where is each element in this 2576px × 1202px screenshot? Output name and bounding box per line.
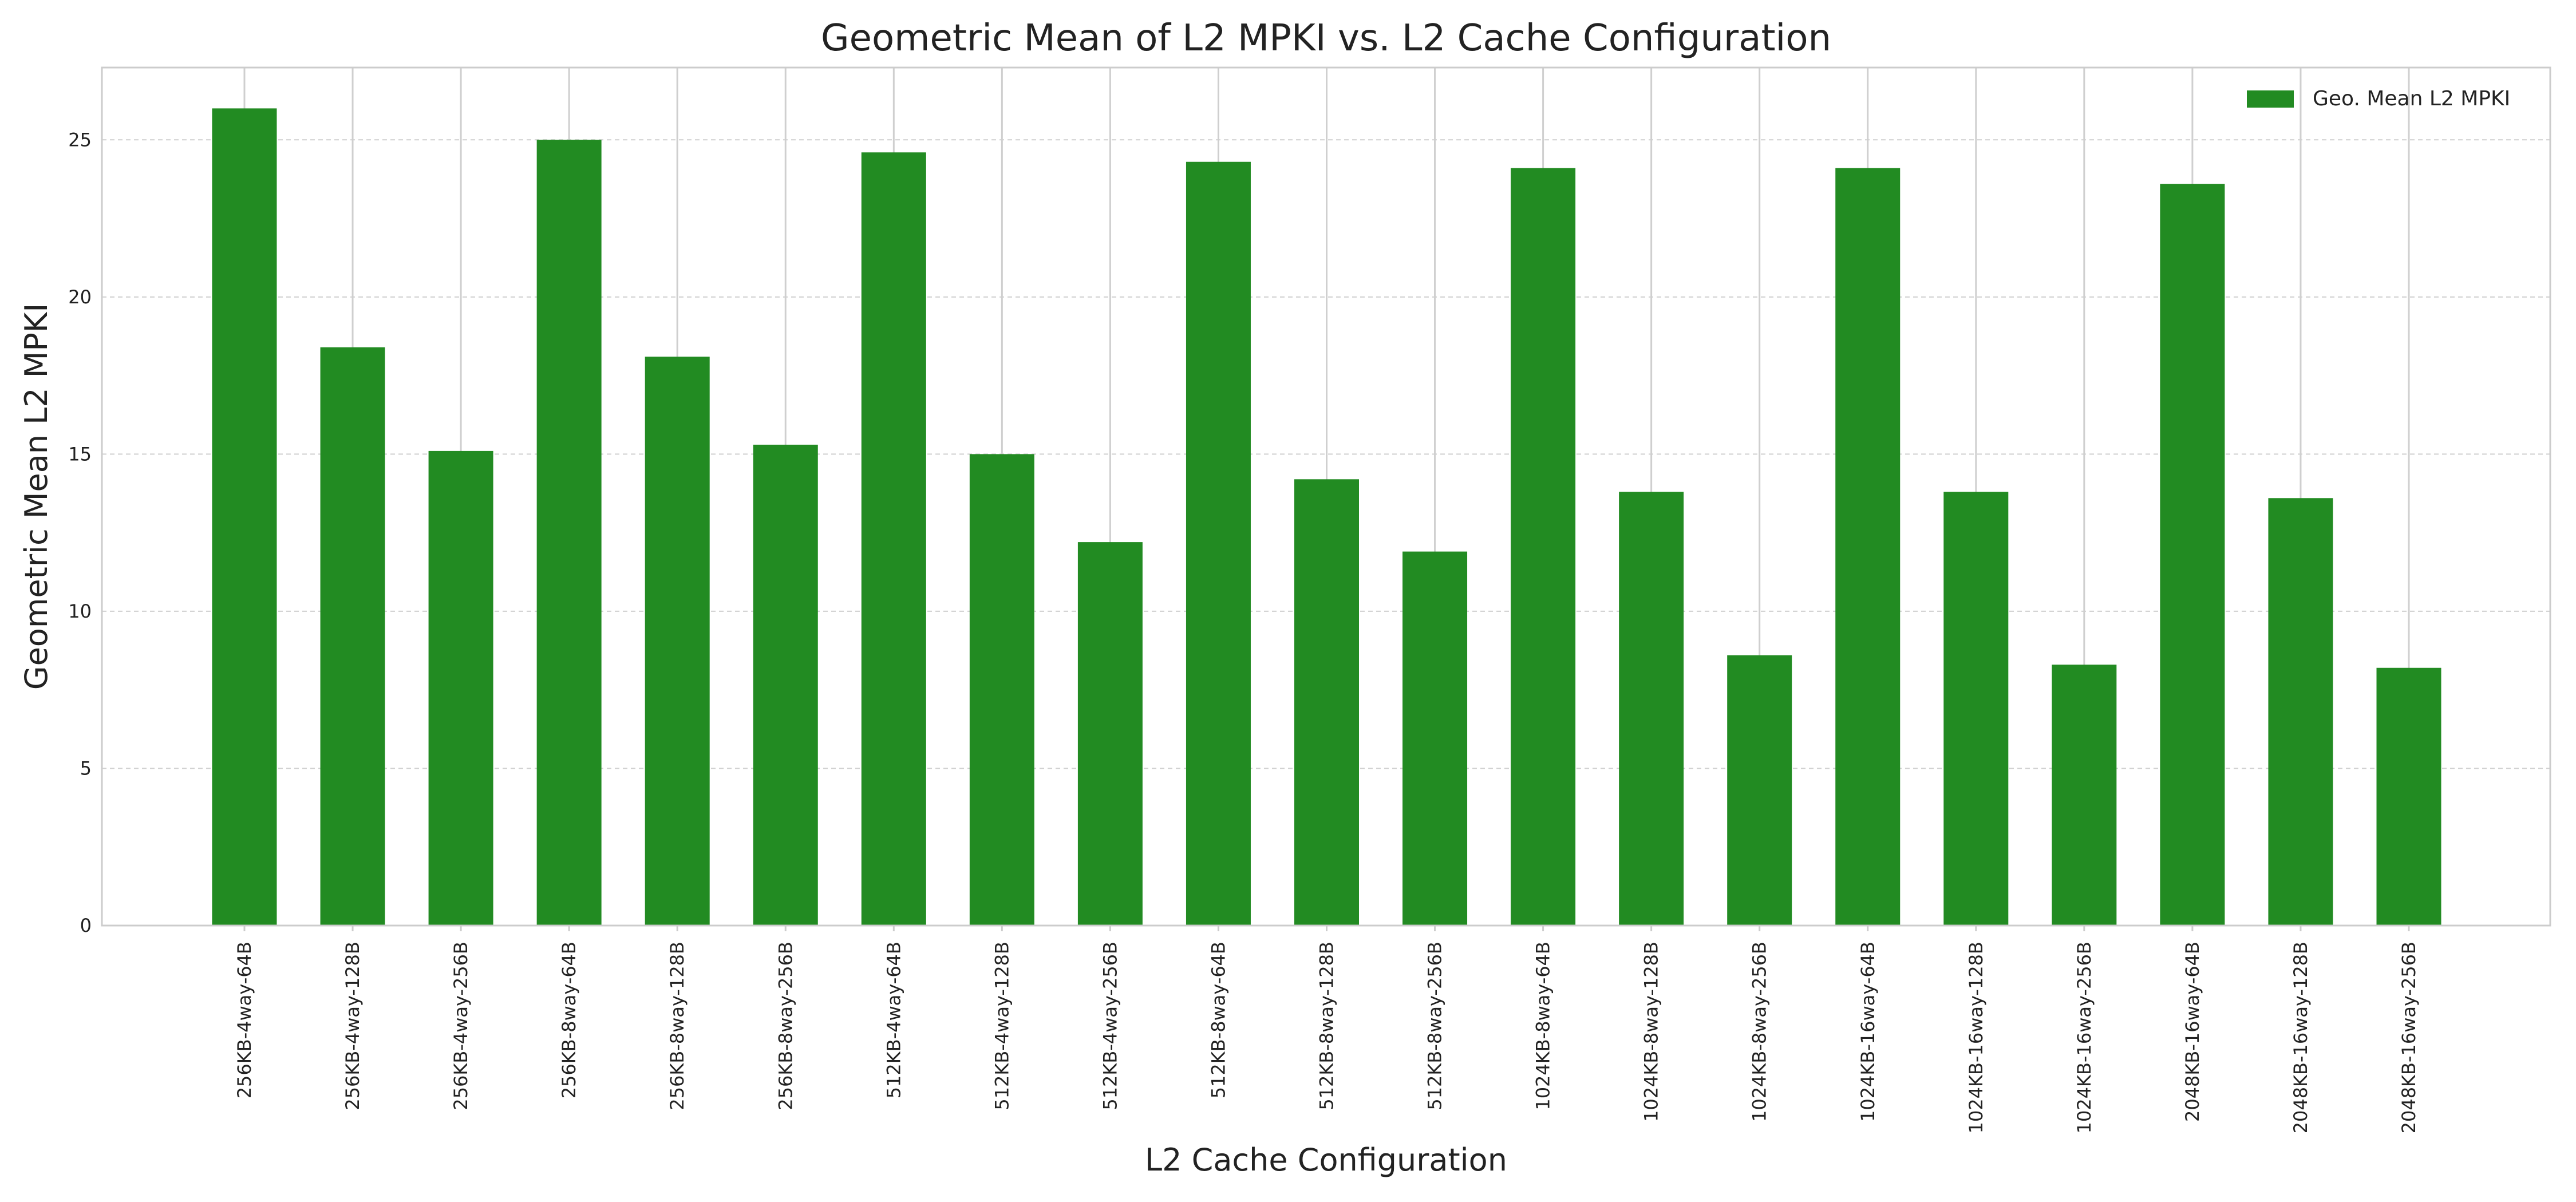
bar xyxy=(2052,665,2117,926)
x-tick-label: 256KB-8way-256B xyxy=(775,942,796,1110)
legend-label: Geo. Mean L2 MPKI xyxy=(2313,87,2510,110)
x-tick-label: 512KB-8way-64B xyxy=(1207,942,1229,1098)
bar xyxy=(2160,184,2225,926)
bar xyxy=(753,444,818,926)
y-tick-label: 5 xyxy=(80,757,92,779)
x-tick-label: 256KB-4way-64B xyxy=(234,942,255,1098)
legend: Geo. Mean L2 MPKI xyxy=(2247,87,2510,110)
x-tick-label: 2048KB-16way-256B xyxy=(2398,942,2420,1133)
x-tick-label: 1024KB-8way-64B xyxy=(1532,942,1554,1110)
y-axis-title: Geometric Mean L2 MPKI xyxy=(18,303,54,690)
bar xyxy=(2268,498,2333,926)
bar xyxy=(1402,551,1468,926)
bar xyxy=(645,357,710,926)
x-tick-label: 2048KB-16way-128B xyxy=(2290,942,2312,1133)
x-tick-label: 256KB-4way-256B xyxy=(450,942,472,1110)
bar xyxy=(1186,161,1251,926)
x-tick-label: 1024KB-16way-128B xyxy=(1965,942,1987,1133)
bar xyxy=(320,347,385,926)
x-tick-label: 2048KB-16way-64B xyxy=(2182,942,2203,1122)
bar xyxy=(1511,168,1576,926)
y-tick-labels: 0 5 10 15 20 25 xyxy=(68,129,92,936)
x-tick-label: 512KB-4way-256B xyxy=(1099,942,1121,1110)
bar xyxy=(1943,492,2009,926)
y-tick-label: 25 xyxy=(68,129,92,151)
x-tick-label: 512KB-8way-128B xyxy=(1316,942,1338,1110)
x-tick-label: 256KB-8way-64B xyxy=(558,942,580,1098)
y-tick-label: 20 xyxy=(68,286,92,308)
x-tick-label: 512KB-4way-128B xyxy=(991,942,1013,1110)
bar xyxy=(1619,492,1684,926)
bar xyxy=(969,454,1034,926)
bar xyxy=(1077,542,1143,926)
y-tick-label: 10 xyxy=(68,600,92,622)
x-tick-label: 256KB-8way-128B xyxy=(666,942,688,1110)
bar xyxy=(428,450,493,926)
x-tick-label: 1024KB-16way-64B xyxy=(1857,942,1879,1122)
x-tick-label: 1024KB-16way-256B xyxy=(2073,942,2095,1133)
bar xyxy=(861,152,926,926)
bar xyxy=(1727,655,1792,926)
x-tick-label: 512KB-4way-64B xyxy=(883,942,904,1098)
bar xyxy=(1294,479,1359,926)
bars xyxy=(212,108,2441,926)
chart-title: Geometric Mean of L2 MPKI vs. L2 Cache C… xyxy=(821,17,1831,60)
legend-swatch xyxy=(2247,90,2294,108)
x-tick-label: 1024KB-8way-128B xyxy=(1641,942,1662,1122)
x-tick-labels: 256KB-4way-64B 256KB-4way-128B 256KB-4way-… xyxy=(234,926,2420,1133)
bar xyxy=(1835,168,1901,926)
bar xyxy=(536,140,602,926)
bar xyxy=(212,108,277,926)
y-tick-label: 15 xyxy=(68,443,92,465)
x-tick-label: 1024KB-8way-256B xyxy=(1749,942,1771,1122)
bar xyxy=(2376,667,2441,926)
y-tick-label: 0 xyxy=(80,915,92,936)
x-tick-label: 256KB-4way-128B xyxy=(342,942,364,1110)
x-axis-title: L2 Cache Configuration xyxy=(1145,1142,1507,1178)
x-tick-label: 512KB-8way-256B xyxy=(1424,942,1446,1110)
